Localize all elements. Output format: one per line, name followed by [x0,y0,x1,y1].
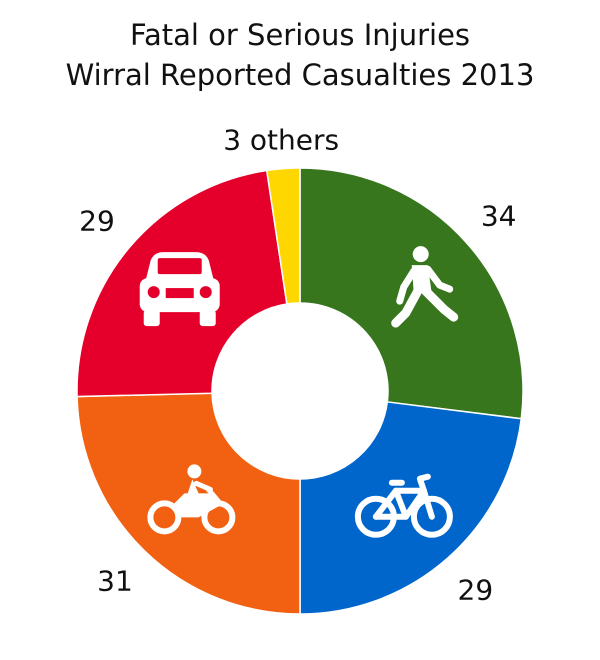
chart-subtitle: Wirral Reported Casualties 2013 [65,58,535,92]
slice-3-others [265,167,301,305]
pedestrian-icon [391,246,459,328]
chart-title: Fatal or Serious Injuries [129,18,471,52]
data-label: 3 others [223,124,339,157]
bicycle-icon [354,473,453,538]
data-label: 29 [79,205,115,238]
motorcycle-icon [147,464,236,535]
car-icon [139,252,220,327]
data-label: 29 [458,574,494,607]
data-label: 31 [97,565,133,598]
data-label: 34 [481,200,517,233]
